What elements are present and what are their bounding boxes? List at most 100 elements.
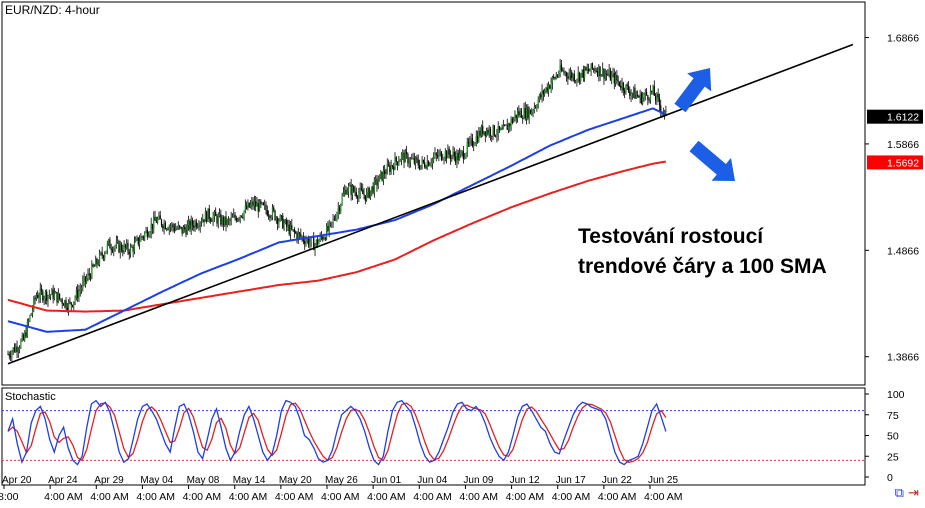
candle-body (83, 276, 85, 282)
candle-body (138, 241, 141, 245)
candle-body (474, 143, 476, 146)
candle-body (300, 233, 302, 237)
candle-body (84, 276, 86, 282)
candle-body (624, 90, 626, 93)
candle-body (89, 275, 92, 279)
candle-body (546, 87, 548, 92)
candle-body (131, 246, 133, 248)
candle-body (497, 125, 499, 135)
candle-body (492, 125, 494, 137)
candle-body (141, 236, 143, 238)
candle-body (39, 288, 41, 298)
candle-body (581, 69, 583, 74)
trendline (7, 43, 854, 365)
candle-body (100, 252, 102, 254)
candle-body (371, 186, 373, 191)
time-label: 4:00 AM (598, 491, 637, 503)
candle-body (22, 335, 25, 340)
candle-body (142, 236, 145, 238)
candle-body (87, 273, 89, 279)
candle-body (127, 243, 129, 252)
date-label: Jun 22 (602, 475, 632, 486)
candle-body (516, 111, 519, 119)
candle-body (235, 217, 237, 222)
candle-body (220, 213, 222, 225)
candle-body (167, 228, 169, 230)
candle-body (213, 211, 215, 217)
candle-body (342, 192, 344, 197)
candle-body (569, 72, 572, 75)
candle-body (362, 189, 364, 195)
candle-body (553, 77, 555, 78)
candle-body (176, 228, 178, 230)
candle-body (471, 137, 473, 146)
candle-body (571, 72, 573, 79)
candle-body (132, 246, 134, 252)
candle-body (70, 302, 72, 305)
candle-body (359, 187, 361, 194)
candle-body (203, 219, 205, 222)
candle-body (258, 200, 261, 212)
candle-body (313, 237, 315, 251)
candle-body (79, 289, 81, 291)
candle-body (153, 216, 155, 229)
candle-body (275, 217, 277, 221)
candle-body (600, 74, 602, 77)
candle-body (538, 94, 541, 101)
candle-body (479, 130, 481, 136)
candle-body (25, 332, 27, 337)
candle-body (363, 194, 365, 196)
candle-body (224, 216, 226, 225)
candle-body (200, 222, 203, 223)
candle-body (186, 224, 188, 235)
candle-body (64, 300, 66, 306)
candle-body (266, 210, 268, 216)
candle-body (467, 141, 470, 144)
candle-body (150, 223, 152, 233)
time-label: 4:00 AM (459, 491, 498, 503)
candle-body (537, 100, 539, 108)
link-icon[interactable]: ⧉ (894, 486, 904, 501)
candle-body (48, 295, 50, 296)
candle-body (264, 204, 266, 206)
candle-body (270, 216, 272, 218)
price-tag-label: 1.6122 (887, 112, 919, 124)
candle-body (458, 153, 461, 161)
candle-body (104, 253, 106, 258)
candle-body (113, 247, 115, 252)
candle-body (652, 86, 654, 93)
candle-body (398, 161, 400, 165)
candle-body (514, 114, 516, 119)
candle-body (123, 244, 125, 253)
candle-body (549, 85, 551, 89)
time-label: 4:00 AM (136, 491, 175, 503)
candle-body (532, 110, 534, 112)
candle-body (565, 72, 568, 77)
candle-body (227, 219, 230, 221)
candle-body (536, 107, 538, 108)
candle-body (333, 218, 335, 220)
candle-body (230, 217, 232, 221)
arrow-down-icon-shape (689, 140, 735, 181)
candle-body (620, 85, 622, 89)
candle-body (95, 258, 97, 267)
candle-body (625, 84, 627, 93)
candle-body (117, 241, 119, 242)
candle-body (284, 220, 286, 224)
candle-body (296, 233, 298, 240)
candle-body (434, 153, 436, 158)
arrow-right-icon[interactable]: ⇥ (908, 486, 919, 501)
arrow-up-icon-shape (674, 68, 712, 113)
date-label: May 26 (325, 475, 358, 486)
candle-body (115, 241, 117, 247)
candle-body (455, 156, 457, 163)
candle-body (197, 226, 199, 228)
candle-body (33, 297, 35, 310)
candle-body (231, 217, 234, 218)
date-label: Jun 17 (556, 475, 586, 486)
candle-body (346, 191, 348, 195)
candle-body (69, 301, 71, 303)
candle-body (636, 94, 639, 97)
candle-body (585, 67, 587, 71)
candle-body (180, 226, 182, 228)
